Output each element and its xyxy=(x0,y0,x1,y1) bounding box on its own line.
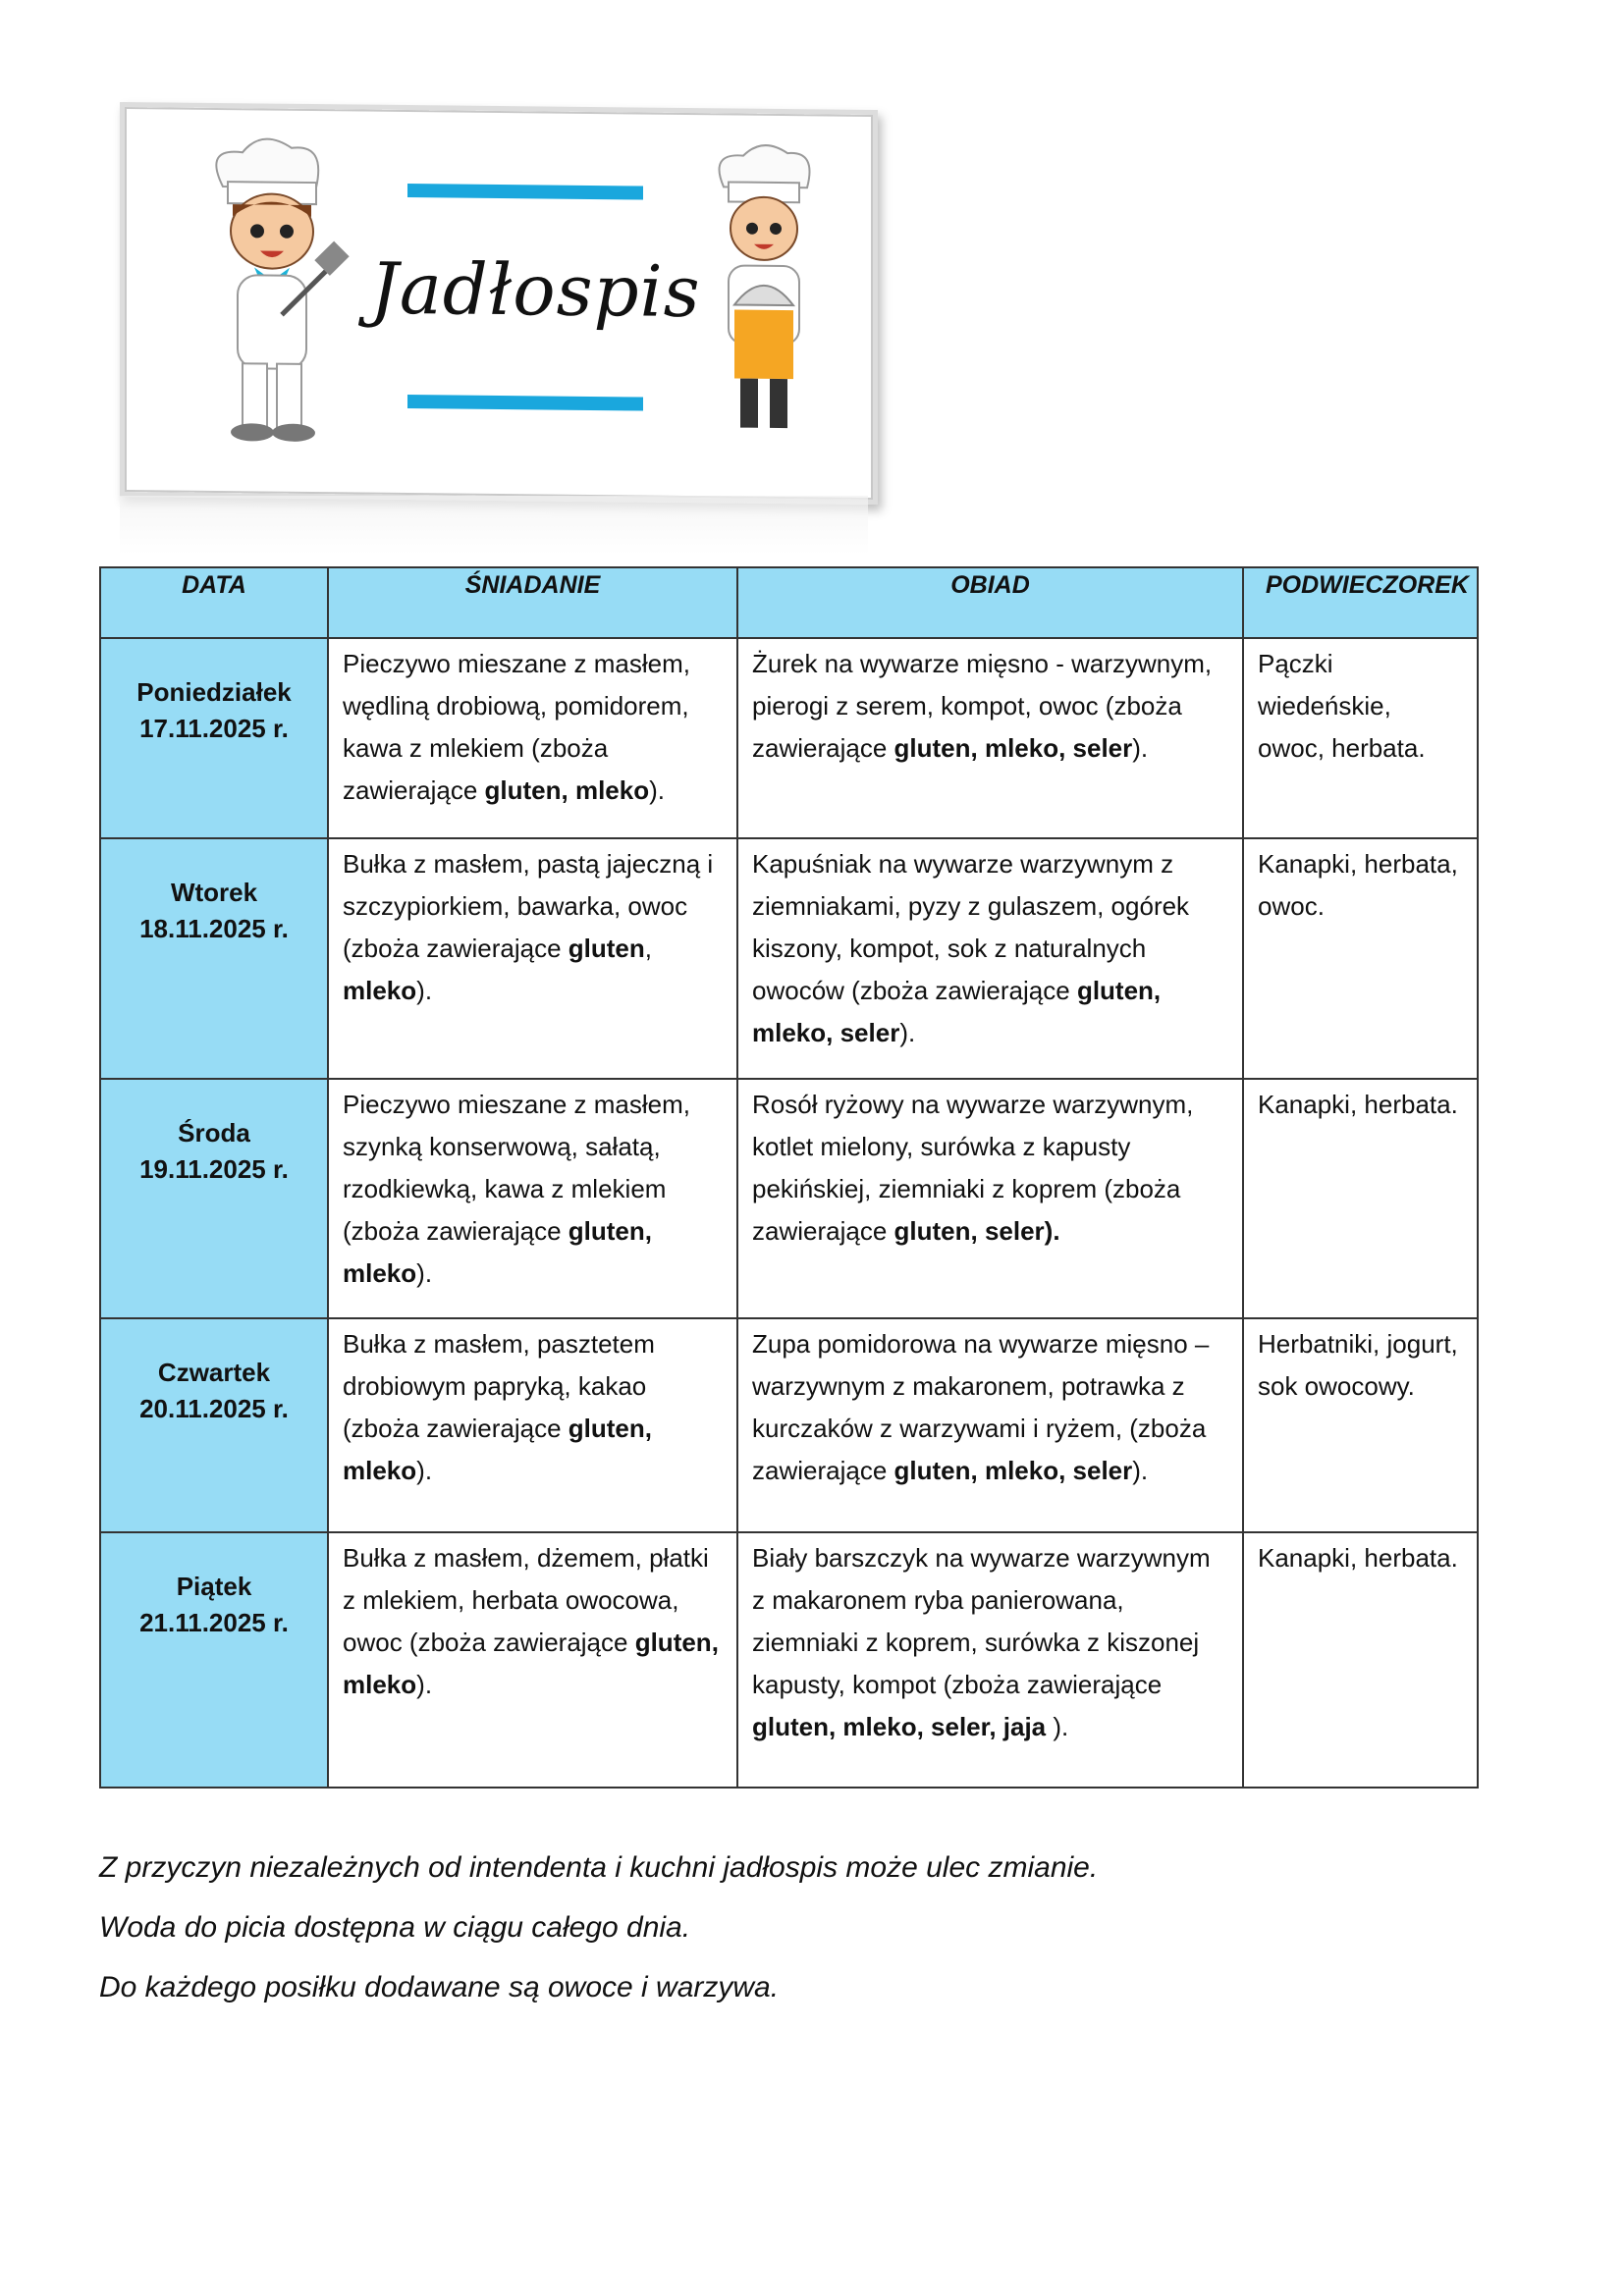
meal-text: ). xyxy=(649,775,665,805)
allergen-text: gluten xyxy=(568,934,645,963)
meal-text: Bułka z masłem, pastą jajeczną i szczypi… xyxy=(343,849,714,963)
day-date: 21.11.2025 r. xyxy=(139,1608,289,1637)
day-cell: Wtorek 18.11.2025 r. xyxy=(99,837,329,1080)
lunch-cell: Żurek na wywarze mięsno - warzywnym, pie… xyxy=(736,637,1244,839)
meal-text: Bułka z masłem, pasztetem drobiowym papr… xyxy=(343,1329,655,1443)
note-fruit-vegetables: Do każdego posiłku dodawane są owoce i w… xyxy=(99,1971,780,2003)
table-row: Czwartek 20.11.2025 r. Bułka z masłem, pas… xyxy=(99,1317,1479,1533)
menu-table: DATA ŚNIADANIE OBIAD PODWIECZOREK Ponied… xyxy=(99,566,1479,1789)
banner-bottom-bar xyxy=(407,395,643,411)
meal-text: Kanapki, herbata. xyxy=(1258,1090,1458,1119)
meal-text: Zupa pomidorowa na wywarze mięsno –warzy… xyxy=(752,1329,1210,1485)
table-row: Wtorek 18.11.2025 r. Bułka z masłem, pastą… xyxy=(99,837,1479,1080)
meal-text: Kanapki, herbata. xyxy=(1258,1543,1458,1573)
header-snack: PODWIECZOREK xyxy=(1242,566,1479,639)
meal-text: ). xyxy=(1046,1712,1069,1741)
day-cell: Środa 19.11.2025 r. xyxy=(99,1078,329,1319)
breakfast-cell: Bułka z masłem, pastą jajeczną i szczypi… xyxy=(327,837,738,1080)
day-name: Środa xyxy=(178,1118,250,1148)
note-water-available: Woda do picia dostępna w ciągu całego dn… xyxy=(99,1911,691,1944)
meal-text: , xyxy=(644,934,653,963)
snack-cell: Kanapki, herbata. xyxy=(1242,1078,1479,1319)
meal-text: Herbatniki, jogurt, sok owocowy. xyxy=(1258,1329,1458,1401)
meal-text: ). xyxy=(1132,733,1149,763)
meal-text: Rosół ryżowy na wywarze warzywnym, kotle… xyxy=(752,1090,1194,1246)
allergen-text: gluten, mleko xyxy=(343,1414,652,1485)
snack-cell: Kanapki, herbata, owoc. xyxy=(1242,837,1479,1080)
menu-banner: Jadłospis xyxy=(120,101,878,506)
meal-text: Żurek na wywarze mięsno - warzywnym, pie… xyxy=(752,649,1213,763)
meal-text: ). xyxy=(416,976,433,1005)
allergen-text: mleko xyxy=(343,976,417,1005)
meal-text: Kanapki, herbata, owoc. xyxy=(1258,849,1458,921)
day-name: Piątek xyxy=(176,1572,252,1601)
table-row: Środa 19.11.2025 r. Pieczywo mieszane z ma… xyxy=(99,1078,1479,1319)
allergen-text: gluten, mleko, seler xyxy=(893,1456,1133,1485)
breakfast-cell: Pieczywo mieszane z masłem, szynką konse… xyxy=(327,1078,738,1319)
day-cell: Czwartek 20.11.2025 r. xyxy=(99,1317,329,1533)
snack-cell: Kanapki, herbata. xyxy=(1242,1531,1479,1789)
day-name: Wtorek xyxy=(170,878,258,907)
meal-text: Kapuśniak na wywarze warzywnym z ziemnia… xyxy=(752,849,1190,1005)
header-breakfast: ŚNIADANIE xyxy=(327,566,738,639)
meal-text: ). xyxy=(416,1258,433,1288)
allergen-text: gluten, mleko xyxy=(343,1628,719,1699)
banner-reflection xyxy=(120,496,868,555)
meal-text: Bułka z masłem, dżemem, płatki z mlekiem… xyxy=(343,1543,709,1657)
allergen-text: gluten, mleko xyxy=(484,775,650,805)
lunch-cell: Kapuśniak na wywarze warzywnym z ziemnia… xyxy=(736,837,1244,1080)
table-row: Piątek 21.11.2025 r. Bułka z masłem, dżeme… xyxy=(99,1531,1479,1789)
allergen-text: gluten, mleko, seler xyxy=(893,733,1133,763)
meal-text: Pieczywo mieszane z masłem, wędliną drob… xyxy=(343,649,690,805)
meal-text: ). xyxy=(416,1456,433,1485)
meal-text: ). xyxy=(416,1670,433,1699)
day-cell: Poniedziałek 17.11.2025 r. xyxy=(99,637,329,839)
meal-text: ). xyxy=(1132,1456,1149,1485)
breakfast-cell: Pieczywo mieszane z masłem, wędliną drob… xyxy=(327,637,738,839)
notes: Z przyczyn niezależnych od intendenta i … xyxy=(99,1850,1098,2030)
snack-cell: Pączki wiedeńskie, owoc, herbata. xyxy=(1242,637,1479,839)
chef-with-spatula-illustration xyxy=(215,137,350,442)
note-menu-may-change: Z przyczyn niezależnych od intendenta i … xyxy=(99,1851,1099,1884)
allergen-text: gluten, mleko, seler xyxy=(752,976,1162,1047)
header-date: DATA xyxy=(99,566,329,639)
table-header-row: DATA ŚNIADANIE OBIAD PODWIECZOREK xyxy=(99,566,1479,639)
lunch-cell: Biały barszczyk na wywarze warzywnym z m… xyxy=(736,1531,1244,1789)
allergen-text: gluten, mleko, seler, jaja xyxy=(752,1712,1047,1741)
meal-text: Pieczywo mieszane z masłem, szynką konse… xyxy=(343,1090,690,1246)
day-date: 20.11.2025 r. xyxy=(139,1394,289,1423)
day-name: Poniedziałek xyxy=(136,677,292,707)
chef-with-cloche-illustration xyxy=(718,144,811,429)
meal-text: Pączki wiedeńskie, owoc, herbata. xyxy=(1258,649,1426,763)
day-date: 17.11.2025 r. xyxy=(139,714,289,743)
table-row: Poniedziałek 17.11.2025 r. Pieczywo miesza… xyxy=(99,637,1479,839)
breakfast-cell: Bułka z masłem, pasztetem drobiowym papr… xyxy=(327,1317,738,1533)
meal-text: ). xyxy=(899,1018,916,1047)
banner-title: Jadłospis xyxy=(370,246,701,334)
snack-cell: Herbatniki, jogurt, sok owocowy. xyxy=(1242,1317,1479,1533)
day-name: Czwartek xyxy=(157,1358,271,1387)
breakfast-cell: Bułka z masłem, dżemem, płatki z mlekiem… xyxy=(327,1531,738,1789)
lunch-cell: Rosół ryżowy na wywarze warzywnym, kotle… xyxy=(736,1078,1244,1319)
allergen-text: gluten, mleko xyxy=(343,1216,652,1288)
day-date: 18.11.2025 r. xyxy=(139,914,289,943)
banner-top-bar xyxy=(407,184,643,200)
header-lunch: OBIAD xyxy=(736,566,1244,639)
day-date: 19.11.2025 r. xyxy=(139,1154,289,1184)
allergen-text: gluten, seler). xyxy=(893,1216,1060,1246)
meal-text: Biały barszczyk na wywarze warzywnym z m… xyxy=(752,1543,1211,1699)
lunch-cell: Zupa pomidorowa na wywarze mięsno –warzy… xyxy=(736,1317,1244,1533)
day-cell: Piątek 21.11.2025 r. xyxy=(99,1531,329,1789)
